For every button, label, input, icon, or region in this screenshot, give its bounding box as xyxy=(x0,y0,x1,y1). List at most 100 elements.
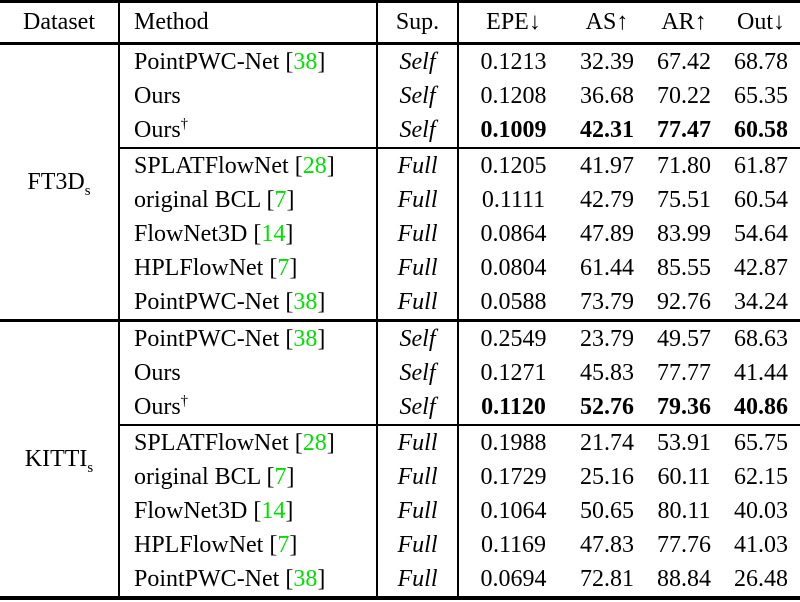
metric-out: 62.15 xyxy=(734,463,788,490)
method-name: HPLFlowNet xyxy=(134,531,264,558)
method-name: FlowNet3D xyxy=(134,220,248,247)
citation-bracket-open: [ xyxy=(260,463,275,490)
table-row: original BCL [7] Full 0.1729 25.16 60.11 62.1… xyxy=(0,460,800,494)
citation-bracket-close: ] xyxy=(317,48,326,75)
table-row: original BCL [7] Full 0.1111 42.79 75.51 60.5… xyxy=(0,183,800,217)
table-header: Dataset Method Sup. EPE↓ AS↑ AR↑ Out↓ xyxy=(0,1,800,45)
method-name: Ours xyxy=(134,116,181,143)
method-cell: HPLFlowNet [7] xyxy=(119,528,378,562)
supervision-cell: Full xyxy=(377,251,459,285)
metric-as: 61.44 xyxy=(580,254,634,281)
supervision-cell: Full xyxy=(377,460,459,494)
method-name: Ours xyxy=(134,82,181,109)
citation-bracket-close: ] xyxy=(286,463,295,490)
metric-out: 42.87 xyxy=(734,254,788,281)
table-row: HPLFlowNet [7] Full 0.1169 47.83 77.76 41.03 xyxy=(0,528,800,562)
metric-ar: 67.42 xyxy=(657,48,711,75)
citation-bracket-open: [ xyxy=(263,254,278,281)
citation-number: 7 xyxy=(274,463,287,490)
metric-ar: 70.22 xyxy=(657,82,711,109)
method-name: PointPWC-Net xyxy=(134,565,280,592)
metric-epe: 0.1213 xyxy=(480,48,547,75)
table-row: Ours† Self 0.1009 42.31 77.47 60.58 xyxy=(0,113,800,149)
method-cell: FlowNet3D [14] xyxy=(119,494,378,528)
supervision-cell: Full xyxy=(377,425,459,460)
table-row: Ours Self 0.1271 45.83 77.77 41.44 xyxy=(0,356,800,390)
metric-epe: 0.1729 xyxy=(480,463,547,490)
supervision-cell: Self xyxy=(377,390,459,426)
metric-epe: 0.0694 xyxy=(458,562,568,600)
metric-out: 41.44 xyxy=(734,359,788,386)
metric-out: 34.24 xyxy=(722,285,800,322)
metric-ar: 77.47 xyxy=(646,113,722,149)
method-cell: PointPWC-Net [38] xyxy=(119,43,378,79)
metric-as: 21.74 xyxy=(580,429,634,456)
method-name: original BCL xyxy=(134,463,261,490)
header-metric-ar: AR↑ xyxy=(646,1,722,45)
method-name: FlowNet3D xyxy=(134,497,248,524)
citation-number: 7 xyxy=(274,186,287,213)
metric-epe: 0.0588 xyxy=(458,285,568,322)
metric-out: 40.86 xyxy=(722,390,800,426)
supervision-cell: Full xyxy=(377,285,459,322)
dagger-mark: † xyxy=(180,115,189,132)
citation-bracket-open: [ xyxy=(279,325,294,352)
citation-number: 14 xyxy=(261,220,286,247)
supervision-cell: Self xyxy=(377,356,459,390)
header-metric-as: AS↑ xyxy=(568,1,646,45)
metric-ar: 83.99 xyxy=(657,220,711,247)
metric-epe: 0.1271 xyxy=(480,359,547,386)
header-metric-epe: EPE↓ xyxy=(458,1,568,45)
table-row: Ours Self 0.1208 36.68 70.22 65.35 xyxy=(0,79,800,113)
metric-ar: 92.76 xyxy=(646,285,722,322)
metric-out: 61.87 xyxy=(734,152,788,179)
method-name: PointPWC-Net xyxy=(134,325,280,352)
method-cell: Ours xyxy=(119,79,378,113)
metric-as: 50.65 xyxy=(580,497,634,524)
metric-as: 42.79 xyxy=(580,186,634,213)
metric-as: 42.31 xyxy=(568,113,646,149)
table-row: SPLATFlowNet [28] Full 0.1205 41.97 71.80 61.… xyxy=(0,148,800,183)
table-row: FT3Ds PointPWC-Net [38] Self 0.1213 32.39 67.… xyxy=(0,43,800,322)
dataset-label: FT3Ds xyxy=(0,43,120,322)
metric-out: 68.78 xyxy=(734,48,788,75)
metric-ar: 75.51 xyxy=(657,186,711,213)
metric-ar: 77.76 xyxy=(657,531,711,558)
citation-number: 14 xyxy=(261,497,286,524)
table-row: KITTIs PointPWC-Net [38] Self 0.2549 23.79 49… xyxy=(0,320,800,600)
citation-bracket-close: ] xyxy=(317,565,326,592)
method-name: PointPWC-Net xyxy=(134,48,280,75)
dataset-subscript: s xyxy=(87,459,94,476)
citation-number: 38 xyxy=(293,48,318,75)
method-cell: SPLATFlowNet [28] xyxy=(119,425,378,460)
method-name: Ours xyxy=(134,359,181,386)
metric-as: 47.89 xyxy=(580,220,634,247)
table-row: PointPWC-Net [38] Full 0.0588 73.79 92.76 34.… xyxy=(0,285,800,322)
citation-number: 38 xyxy=(293,565,318,592)
metric-as: 47.83 xyxy=(580,531,634,558)
method-name: SPLATFlowNet xyxy=(134,429,289,456)
metric-ar: 53.91 xyxy=(657,429,711,456)
table-row: Ours† Self 0.1120 52.76 79.36 40.86 xyxy=(0,390,800,426)
citation-bracket-close: ] xyxy=(285,220,294,247)
metric-ar: 49.57 xyxy=(657,325,711,352)
method-cell: SPLATFlowNet [28] xyxy=(119,148,378,183)
header-method: Method xyxy=(119,1,378,45)
supervision-cell: Self xyxy=(377,79,459,113)
metric-as: 23.79 xyxy=(580,325,634,352)
citation-number: 28 xyxy=(302,429,327,456)
metric-ar: 60.11 xyxy=(657,463,711,490)
method-name: Ours xyxy=(134,393,181,420)
citation-bracket-open: [ xyxy=(288,152,303,179)
metric-epe: 0.0804 xyxy=(480,254,547,281)
metric-out: 60.58 xyxy=(722,113,800,149)
citation-bracket-close: ] xyxy=(286,186,295,213)
method-name: SPLATFlowNet xyxy=(134,152,289,179)
citation-bracket-close: ] xyxy=(285,497,294,524)
method-cell: original BCL [7] xyxy=(119,460,378,494)
metric-ar: 71.80 xyxy=(657,152,711,179)
method-cell: Ours† xyxy=(119,390,378,426)
citation-bracket-close: ] xyxy=(326,152,335,179)
dataset-subscript: s xyxy=(84,182,91,199)
metric-epe: 0.1208 xyxy=(480,82,547,109)
